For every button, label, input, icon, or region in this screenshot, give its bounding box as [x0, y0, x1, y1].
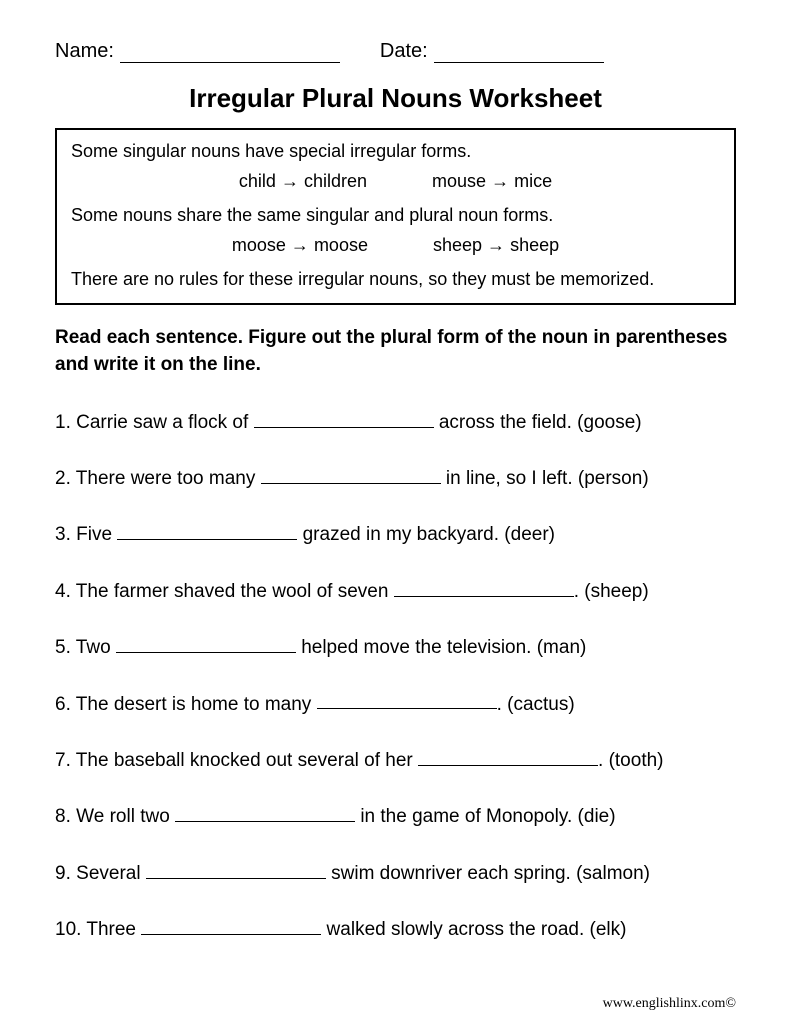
name-label: Name:	[55, 40, 114, 63]
ex3b: moose	[314, 235, 368, 255]
ex1a: child	[239, 171, 276, 191]
q-pre: We roll two	[76, 806, 175, 827]
ex3a: moose	[232, 235, 286, 255]
answer-blank[interactable]	[117, 519, 297, 540]
question-3: 3. Five grazed in my backyard. (deer)	[55, 519, 736, 549]
q-post: in the game of Monopoly. (die)	[355, 806, 616, 827]
answer-blank[interactable]	[261, 463, 441, 484]
q-post: helped move the television. (man)	[296, 637, 586, 658]
arrow-icon: →	[291, 235, 309, 255]
info-examples-2: moose → moose sheep → sheep	[71, 232, 720, 260]
header-fields: Name: Date:	[55, 40, 736, 63]
name-blank[interactable]	[120, 41, 340, 63]
question-list: 1. Carrie saw a flock of across the fiel…	[55, 407, 736, 945]
q-num: 10.	[55, 919, 81, 940]
q-num: 7.	[55, 750, 71, 771]
ex4b: sheep	[510, 235, 559, 255]
q-post: walked slowly across the road. (elk)	[321, 919, 626, 940]
q-post: grazed in my backyard. (deer)	[297, 524, 555, 545]
name-field: Name:	[55, 40, 340, 63]
q-post: in line, so I left. (person)	[441, 468, 649, 489]
q-num: 8.	[55, 806, 71, 827]
worksheet-title: Irregular Plural Nouns Worksheet	[55, 83, 736, 114]
q-pre: Three	[86, 919, 141, 940]
q-post: across the field. (goose)	[434, 412, 642, 433]
date-label: Date:	[380, 40, 428, 63]
question-4: 4. The farmer shaved the wool of seven .…	[55, 576, 736, 606]
question-10: 10. Three walked slowly across the road.…	[55, 914, 736, 944]
ex4a: sheep	[433, 235, 482, 255]
question-1: 1. Carrie saw a flock of across the fiel…	[55, 407, 736, 437]
question-5: 5. Two helped move the television. (man)	[55, 632, 736, 662]
q-pre: Five	[76, 524, 117, 545]
answer-blank[interactable]	[116, 632, 296, 653]
q-pre: There were too many	[76, 468, 261, 489]
question-2: 2. There were too many in line, so I lef…	[55, 463, 736, 493]
q-pre: The desert is home to many	[76, 693, 317, 714]
q-post: . (cactus)	[497, 693, 575, 714]
question-9: 9. Several swim downriver each spring. (…	[55, 858, 736, 888]
arrow-icon: →	[487, 235, 505, 255]
answer-blank[interactable]	[141, 914, 321, 935]
q-pre: The farmer shaved the wool of seven	[76, 581, 394, 602]
q-num: 9.	[55, 863, 71, 884]
answer-blank[interactable]	[394, 576, 574, 597]
q-num: 2.	[55, 468, 71, 489]
question-8: 8. We roll two in the game of Monopoly. …	[55, 801, 736, 831]
ex2a: mouse	[432, 171, 486, 191]
info-examples-1: child → children mouse → mice	[71, 168, 720, 196]
q-num: 4.	[55, 581, 71, 602]
answer-blank[interactable]	[418, 745, 598, 766]
info-box: Some singular nouns have special irregul…	[55, 128, 736, 305]
info-line-1: Some singular nouns have special irregul…	[71, 138, 720, 166]
q-pre: Carrie saw a flock of	[76, 412, 253, 433]
footer-credit: www.englishlinx.com©	[603, 996, 736, 1012]
answer-blank[interactable]	[254, 407, 434, 428]
q-pre: Several	[76, 863, 146, 884]
answer-blank[interactable]	[317, 689, 497, 710]
question-6: 6. The desert is home to many . (cactus)	[55, 689, 736, 719]
date-field: Date:	[380, 40, 604, 63]
q-post: . (sheep)	[574, 581, 649, 602]
ex2b: mice	[514, 171, 552, 191]
q-num: 5.	[55, 637, 71, 658]
q-num: 6.	[55, 693, 71, 714]
answer-blank[interactable]	[175, 801, 355, 822]
ex1b: children	[304, 171, 367, 191]
q-pre: The baseball knocked out several of her	[76, 750, 418, 771]
instructions: Read each sentence. Figure out the plura…	[55, 325, 736, 378]
question-7: 7. The baseball knocked out several of h…	[55, 745, 736, 775]
q-pre: Two	[76, 637, 116, 658]
info-line-2: Some nouns share the same singular and p…	[71, 202, 720, 230]
answer-blank[interactable]	[146, 858, 326, 879]
arrow-icon: →	[491, 171, 509, 191]
date-blank[interactable]	[434, 41, 604, 63]
info-line-3: There are no rules for these irregular n…	[71, 266, 720, 294]
q-num: 1.	[55, 412, 71, 433]
q-num: 3.	[55, 524, 71, 545]
q-post: swim downriver each spring. (salmon)	[326, 863, 650, 884]
arrow-icon: →	[281, 171, 299, 191]
q-post: . (tooth)	[598, 750, 663, 771]
